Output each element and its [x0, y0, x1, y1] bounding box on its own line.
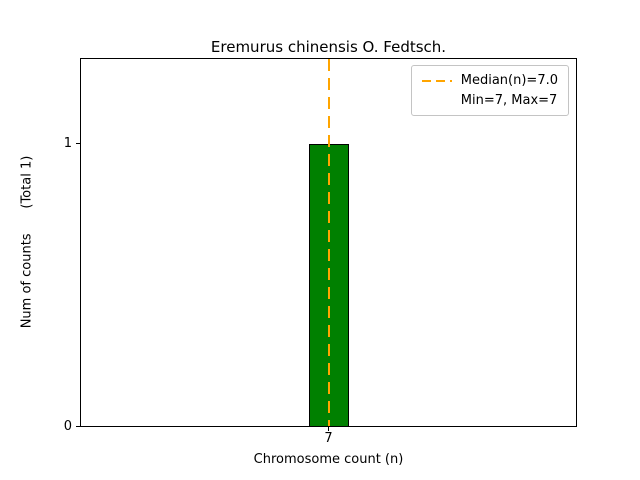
y-tick-mark-1: [76, 143, 80, 144]
dashed-line-icon: [421, 79, 452, 82]
x-axis-label: Chromosome count (n): [253, 452, 404, 467]
y-tick-label-1: 1: [63, 136, 72, 151]
legend-label-median: Median(n)=7.0: [460, 73, 558, 88]
y-tick-mark-0: [76, 426, 80, 427]
x-tick-label-7: 7: [324, 431, 333, 446]
legend-entry-minmax: Min=7, Max=7: [422, 93, 558, 108]
y-axis-label: Num of counts (Total 1): [19, 155, 35, 329]
legend-marker-blank: [422, 100, 452, 102]
chart-title: Eremurus chinensis O. Fedtsch.: [210, 38, 447, 56]
y-tick-label-0: 0: [63, 419, 72, 434]
median-line: [327, 59, 330, 426]
plot-area: Median(n)=7.0 Min=7, Max=7: [80, 58, 577, 427]
legend-label-minmax: Min=7, Max=7: [460, 93, 558, 108]
x-tick-mark-7: [328, 427, 329, 431]
legend: Median(n)=7.0 Min=7, Max=7: [410, 65, 569, 116]
legend-entry-median: Median(n)=7.0: [421, 73, 558, 88]
